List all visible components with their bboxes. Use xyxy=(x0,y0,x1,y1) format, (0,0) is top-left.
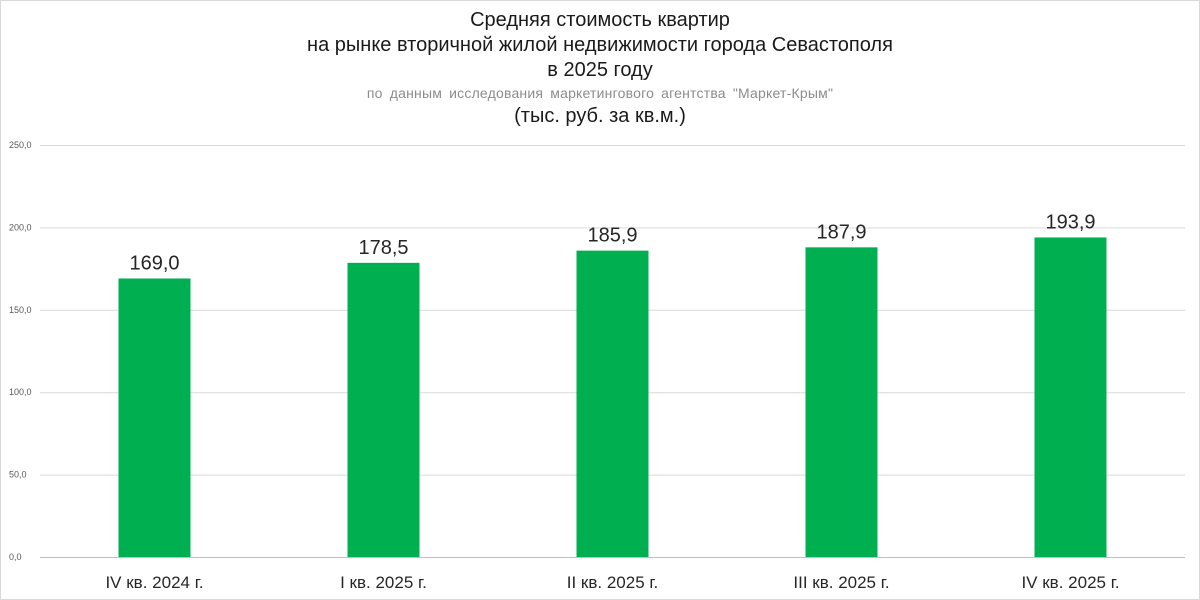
x-category-label: II кв. 2025 г. xyxy=(567,573,658,592)
y-tick-label: 50,0 xyxy=(9,470,27,480)
x-category-label: IV кв. 2025 г. xyxy=(1021,573,1119,592)
data-label: 169,0 xyxy=(129,252,179,274)
data-label: 178,5 xyxy=(358,237,408,259)
chart-title-line-2: на рынке вторичной жилой недвижимости го… xyxy=(307,34,893,56)
y-tick-label: 250,0 xyxy=(9,140,32,150)
chart-title-line-1: Средняя стоимость квартир xyxy=(470,9,730,31)
data-label: 185,9 xyxy=(587,225,637,247)
bar xyxy=(347,262,420,557)
chart-title-block: Средняя стоимость квартир на рынке втори… xyxy=(0,8,1200,129)
bar xyxy=(805,247,878,557)
x-category-label: I кв. 2025 г. xyxy=(340,573,427,592)
y-tick-label: 100,0 xyxy=(9,387,32,397)
data-label: 193,9 xyxy=(1045,211,1095,233)
y-axis-tick-labels: 0,0 50,0 100,0 150,0 200,0 250,0 xyxy=(9,140,32,562)
data-labels: 169,0 178,5 185,9 187,9 193,9 xyxy=(129,211,1095,274)
y-tick-label: 0,0 xyxy=(9,552,22,562)
chart-title-line-3: в 2025 году xyxy=(547,59,653,81)
x-category-label: IV кв. 2024 г. xyxy=(105,573,203,592)
chart-units-label: (тыс. руб. за кв.м.) xyxy=(514,105,686,127)
bar xyxy=(576,250,649,558)
bar xyxy=(118,278,191,557)
x-category-label: III кв. 2025 г. xyxy=(793,573,889,592)
x-axis-category-labels: IV кв. 2024 г. I кв. 2025 г. II кв. 2025 г… xyxy=(105,573,1119,592)
data-label: 187,9 xyxy=(816,221,866,243)
chart-subtitle: по данным исследования маркетингового аг… xyxy=(366,85,834,101)
y-tick-label: 200,0 xyxy=(9,222,32,232)
bars xyxy=(118,237,1107,558)
bar xyxy=(1034,237,1107,557)
y-tick-label: 150,0 xyxy=(9,305,32,315)
